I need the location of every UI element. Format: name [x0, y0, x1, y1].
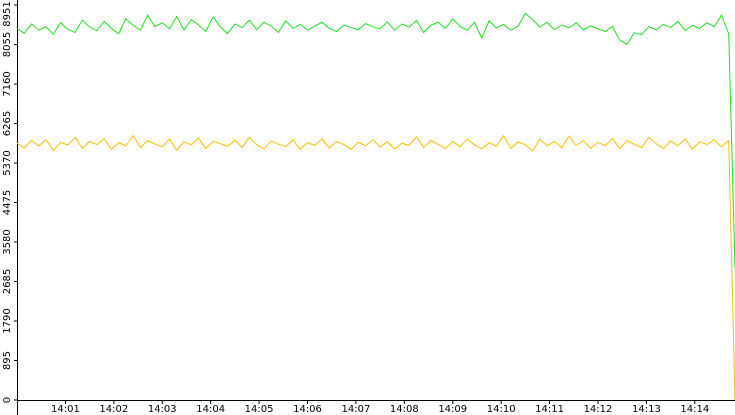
x-tick-label: 14:12	[584, 404, 613, 415]
x-tick-label: 14:01	[51, 404, 80, 415]
x-tick-label: 14:08	[390, 404, 419, 415]
x-tick-label: 14:04	[196, 404, 225, 415]
x-tick-label: 14:06	[293, 404, 322, 415]
y-tick-label: 8951	[2, 1, 13, 26]
y-tick-label: 895	[2, 351, 13, 370]
y-tick-label: 6265	[2, 111, 13, 136]
x-tick-label: 14:07	[341, 404, 370, 415]
x-tick-label: 14:03	[148, 404, 177, 415]
x-tick-label: 14:05	[245, 404, 274, 415]
x-tick-label: 14:10	[487, 404, 516, 415]
y-tick-label: 8055	[2, 32, 13, 57]
y-tick-label: 1790	[2, 308, 13, 333]
x-tick-label: 14:13	[632, 404, 661, 415]
series-line	[16, 12, 735, 268]
x-tick-label: 14:11	[535, 404, 564, 415]
y-tick-label: 3580	[2, 229, 13, 254]
y-tick-label: 5370	[2, 150, 13, 175]
y-tick-label: 0	[2, 397, 13, 403]
x-tick-label: 14:09	[438, 404, 467, 415]
y-tick-label: 4475	[2, 190, 13, 215]
y-tick-label: 2685	[2, 269, 13, 294]
x-tick-label: 14:02	[99, 404, 128, 415]
y-tick-label: 7160	[2, 71, 13, 96]
series-line	[16, 134, 735, 401]
x-tick-label: 14:14	[680, 404, 709, 415]
